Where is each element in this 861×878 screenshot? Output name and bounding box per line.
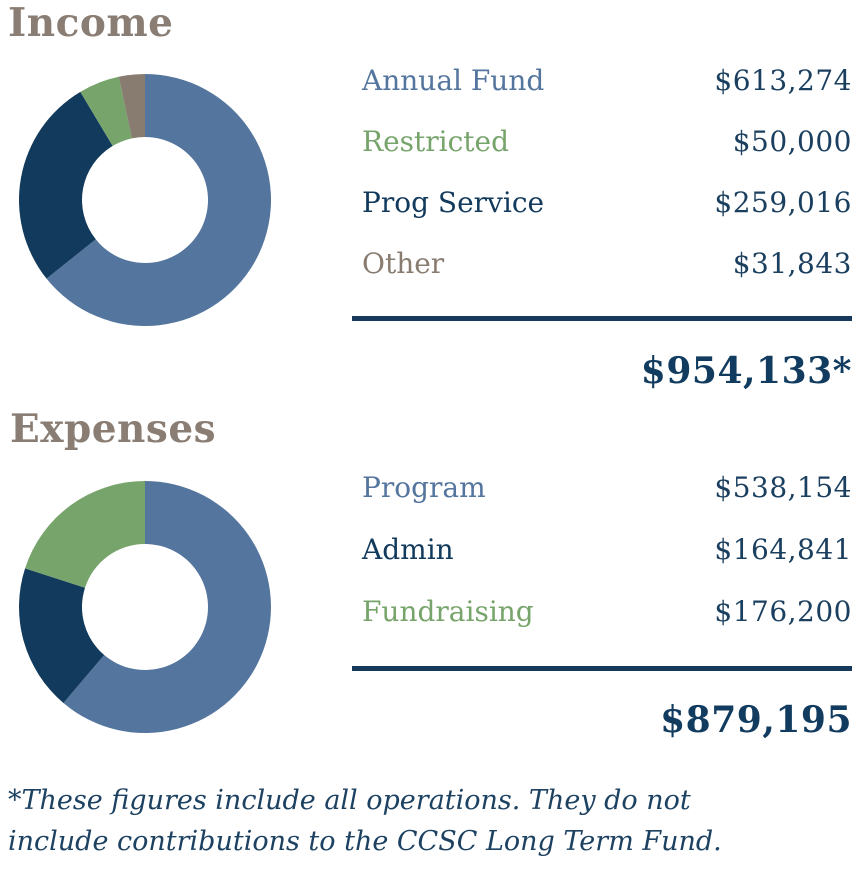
donut-segment-program [63,481,271,733]
donut-segment-other [118,74,145,139]
legend-value-other: $31,843 [732,247,852,280]
expenses-legend: Program $538,154 Admin $164,841 Fundrais… [352,456,852,642]
donut-segment-fundraising [25,481,145,588]
expenses-title: Expenses [10,406,217,452]
legend-label-program: Program [362,470,486,504]
donut-segment-restricted [80,76,132,146]
legend-value-prog-service: $259,016 [714,186,852,219]
legend-row-other: Other $31,843 [352,233,852,294]
legend-value-program: $538,154 [714,470,852,504]
expenses-total-divider [352,666,852,671]
expenses-total: $879,195 [660,699,852,741]
legend-label-annual-fund: Annual Fund [362,64,545,97]
legend-row-program: Program $538,154 [352,456,852,518]
legend-value-restricted: $50,000 [732,125,852,158]
legend-label-prog-service: Prog Service [362,186,545,219]
legend-row-fundraising: Fundraising $176,200 [352,580,852,642]
legend-value-admin: $164,841 [714,532,852,566]
footnote: *These figures include all operations. T… [8,785,722,857]
donut-segment-annual-fund [46,74,271,326]
income-total: $954,133* [640,350,852,392]
legend-row-annual-fund: Annual Fund $613,274 [352,50,852,111]
income-legend: Annual Fund $613,274 Restricted $50,000 … [352,50,852,294]
legend-label-admin: Admin [362,532,454,566]
income-donut-chart [19,74,271,326]
income-title: Income [8,0,174,46]
legend-value-annual-fund: $613,274 [714,64,852,97]
legend-value-fundraising: $176,200 [714,594,852,628]
expenses-donut-chart [19,481,271,733]
legend-row-prog-service: Prog Service $259,016 [352,172,852,233]
legend-label-fundraising: Fundraising [362,594,534,628]
legend-label-other: Other [362,247,445,280]
donut-segment-admin [19,568,105,704]
income-total-divider [352,316,852,321]
legend-row-restricted: Restricted $50,000 [352,111,852,172]
legend-row-admin: Admin $164,841 [352,518,852,580]
donut-segment-prog-service [19,91,113,279]
legend-label-restricted: Restricted [362,125,510,158]
